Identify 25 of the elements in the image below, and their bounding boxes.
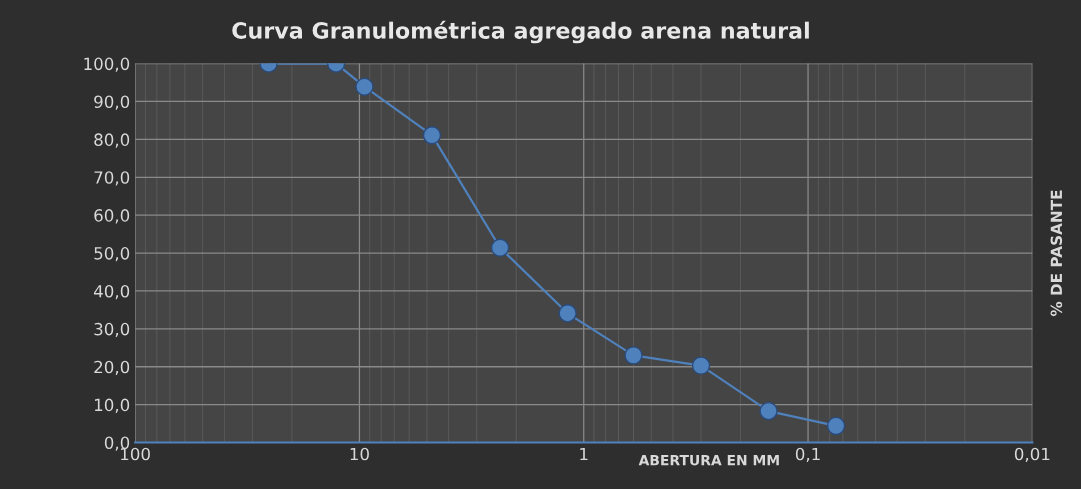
y-tick-label: 70,0 bbox=[94, 171, 130, 186]
point bbox=[558, 304, 577, 323]
point bbox=[826, 416, 846, 436]
x-tick-label: 10 bbox=[350, 447, 369, 461]
y-tick-label: 100,0 bbox=[84, 57, 130, 72]
x-tick-label: 0,1 bbox=[795, 447, 820, 463]
y-tick-label: 50,0 bbox=[94, 247, 130, 262]
point bbox=[422, 125, 442, 145]
point bbox=[490, 238, 510, 257]
x-tick-label: 1 bbox=[580, 447, 588, 461]
point bbox=[355, 77, 374, 96]
x-axis-title: ABERTURA EN MM bbox=[638, 455, 779, 466]
point bbox=[759, 401, 778, 421]
point bbox=[691, 356, 711, 375]
y-tick-label: 90,0 bbox=[94, 95, 130, 110]
y-tick-label: 60,0 bbox=[94, 209, 130, 224]
y-tick-label: 20,0 bbox=[94, 360, 130, 376]
y-tick-label: 80,0 bbox=[94, 133, 130, 148]
chart-title: Curva Granulométrica agregado arena natural bbox=[232, 20, 809, 44]
y-tick-label: 30,0 bbox=[94, 322, 130, 338]
x-tick-label: 0,01 bbox=[1014, 447, 1050, 463]
y-axis-title: % DE PASANTE bbox=[1050, 190, 1063, 317]
y-tick-label: 10,0 bbox=[94, 398, 130, 413]
y-tick-label: 40,0 bbox=[93, 284, 130, 300]
point bbox=[624, 346, 643, 365]
